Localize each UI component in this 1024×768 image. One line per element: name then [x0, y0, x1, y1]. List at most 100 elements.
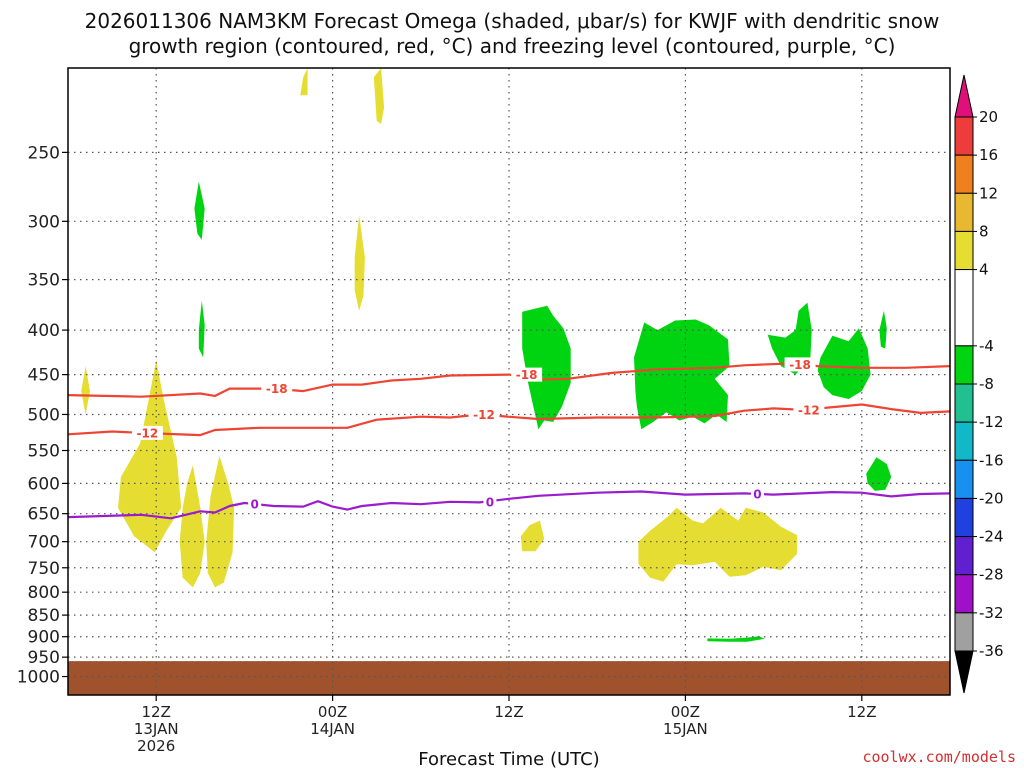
freezing-level-0-label-bg: [248, 497, 262, 512]
omega-negative-9: [707, 636, 765, 642]
y-tick-label-750: 750: [28, 559, 60, 579]
dgz-minus-18-label-bg: [261, 381, 293, 396]
x-tick-label-6-line-3: 2026: [137, 737, 175, 755]
y-tick-label-700: 700: [28, 533, 60, 553]
y-tick-label-600: 600: [28, 474, 60, 494]
omega-positive-6: [373, 68, 385, 125]
dgz-minus-12-line: [67, 403, 951, 437]
colorbar-swatch--28-to--24: [954, 536, 974, 576]
y-tick-label-1000: 1000: [17, 668, 60, 688]
colorbar-label-4: 4: [979, 261, 989, 279]
y-tick-label-300: 300: [28, 212, 60, 232]
x-tick-label-18-line-1: 00Z: [318, 703, 347, 721]
y-tick-label-850: 850: [28, 606, 60, 626]
colorbar-swatch--20-to--16: [954, 459, 974, 499]
colorbar-label--20: -20: [979, 489, 1004, 507]
x-tick-label-42-line-1: 00Z: [671, 703, 700, 721]
omega-negative-5: [767, 302, 812, 375]
colorbar-swatch--24-to--20: [954, 497, 974, 538]
dgz-minus-12-label-bg: [793, 402, 825, 417]
colorbar-swatch--36-to--32: [954, 612, 974, 652]
colorbar-swatch--8-to--4: [954, 345, 974, 385]
omega-negative-7: [879, 310, 887, 349]
omega-shading-layer: [81, 68, 892, 642]
colorbar-label--4: -4: [979, 337, 994, 355]
omega-negative-8: [866, 457, 892, 491]
omega-negative-4: [634, 319, 730, 430]
colorbar-swatch--12-to--8: [954, 383, 974, 423]
omega-positive-5: [300, 68, 308, 96]
colorbar-swatch-16-to-20: [954, 116, 974, 156]
y-axis-ticks: 2503003504004505005506006507007508008509…: [17, 143, 68, 688]
colorbar-label-16: 16: [979, 146, 998, 164]
freezing-level-0-label-bg: [750, 486, 764, 501]
omega-positive-9: [638, 507, 798, 582]
ground-below-surface: [68, 661, 950, 695]
credit-text: coolwx.com/models: [862, 748, 1016, 766]
freezing-level-0-label-bg: [483, 494, 497, 509]
dgz-minus-18-label-1: -18: [266, 382, 288, 396]
chart-title-line-1: 2026011306 NAM3KM Forecast Omega (shaded…: [85, 9, 940, 33]
colorbar-swatch--16-to--12: [954, 421, 974, 461]
x-tick-label-18-line-2: 14JAN: [310, 720, 355, 738]
omega-positive-8: [520, 520, 545, 552]
colorbar-label--36: -36: [979, 642, 1004, 660]
colorbar-swatch-12-to-16: [954, 154, 974, 194]
chart-title-line-2: growth region (contoured, red, °C) and f…: [129, 34, 896, 58]
colorbar-label--16: -16: [979, 451, 1004, 469]
y-tick-label-950: 950: [28, 648, 60, 668]
y-tick-label-450: 450: [28, 366, 60, 386]
x-tick-label-54-line-1: 12Z: [847, 703, 876, 721]
omega-positive-7: [354, 215, 365, 311]
omega-positive-4: [206, 456, 235, 588]
omega-positive-3: [179, 465, 205, 588]
colorbar-label--12: -12: [979, 413, 1004, 431]
x-tick-label-6-line-2: 13JAN: [134, 720, 179, 738]
colorbar-label--28: -28: [979, 566, 1004, 584]
dgz-minus-18-label-3: -18: [789, 358, 811, 372]
colorbar: 20 16 12 8 4 -4 -8 -12 -16 -20 -24 -28 -32 -36: [954, 74, 1004, 694]
dgz-minus-18-label-bg: [784, 357, 816, 372]
x-axis-title: Forecast Time (UTC): [418, 749, 599, 768]
y-tick-label-900: 900: [28, 628, 60, 648]
colorbar-label--32: -32: [979, 604, 1004, 622]
colorbar-swatch-4-to-8: [954, 230, 974, 271]
omega-positive-1: [81, 366, 90, 415]
x-tick-label-6-line-1: 12Z: [142, 703, 171, 721]
y-tick-label-500: 500: [28, 405, 60, 425]
colorbar-swatch--32-to--28: [954, 574, 974, 614]
freezing-level-0-label-2: 0: [486, 495, 494, 509]
omega-negative-3: [522, 305, 571, 430]
colorbar-label-8: 8: [979, 222, 989, 240]
colorbar-swatch--4-to-4: [954, 269, 974, 347]
colorbar-swatch-8-to-12: [954, 192, 974, 232]
y-tick-label-350: 350: [28, 271, 60, 291]
dgz-minus-12-label-bg: [468, 407, 500, 422]
ground-layer: [68, 661, 950, 695]
omega-positive-2: [118, 360, 182, 553]
y-tick-label-550: 550: [28, 442, 60, 462]
freezing-level-0-label-3: 0: [753, 487, 761, 501]
colorbar-bottom-extension: [954, 650, 974, 694]
dgz-minus-12-label-3: -12: [798, 403, 820, 417]
omega-negative-1: [194, 181, 205, 240]
dgz-minus-18-label-bg: [511, 367, 543, 382]
omega-negative-6: [817, 328, 871, 399]
omega-negative-2: [198, 300, 205, 358]
dgz-minus-18-label-2: -18: [516, 368, 538, 382]
x-tick-label-42-line-2: 15JAN: [663, 720, 708, 738]
colorbar-label--8: -8: [979, 375, 994, 393]
freezing-level-0-label-1: 0: [251, 498, 259, 512]
y-tick-label-650: 650: [28, 505, 60, 525]
y-tick-label-250: 250: [28, 143, 60, 163]
colorbar-label-20: 20: [979, 108, 998, 126]
dgz-minus-12-label-1: -12: [137, 426, 159, 440]
dgz-minus-12-label-2: -12: [473, 408, 495, 422]
dgz-minus-12-label-bg: [131, 425, 163, 440]
x-tick-label-30-line-1: 12Z: [494, 703, 523, 721]
contour-layer: -18 -18 -18 -12 -12 -12 0 0 0: [67, 357, 951, 520]
colorbar-top-extension: [954, 74, 974, 118]
y-tick-label-400: 400: [28, 321, 60, 341]
colorbar-label--24: -24: [979, 528, 1004, 546]
